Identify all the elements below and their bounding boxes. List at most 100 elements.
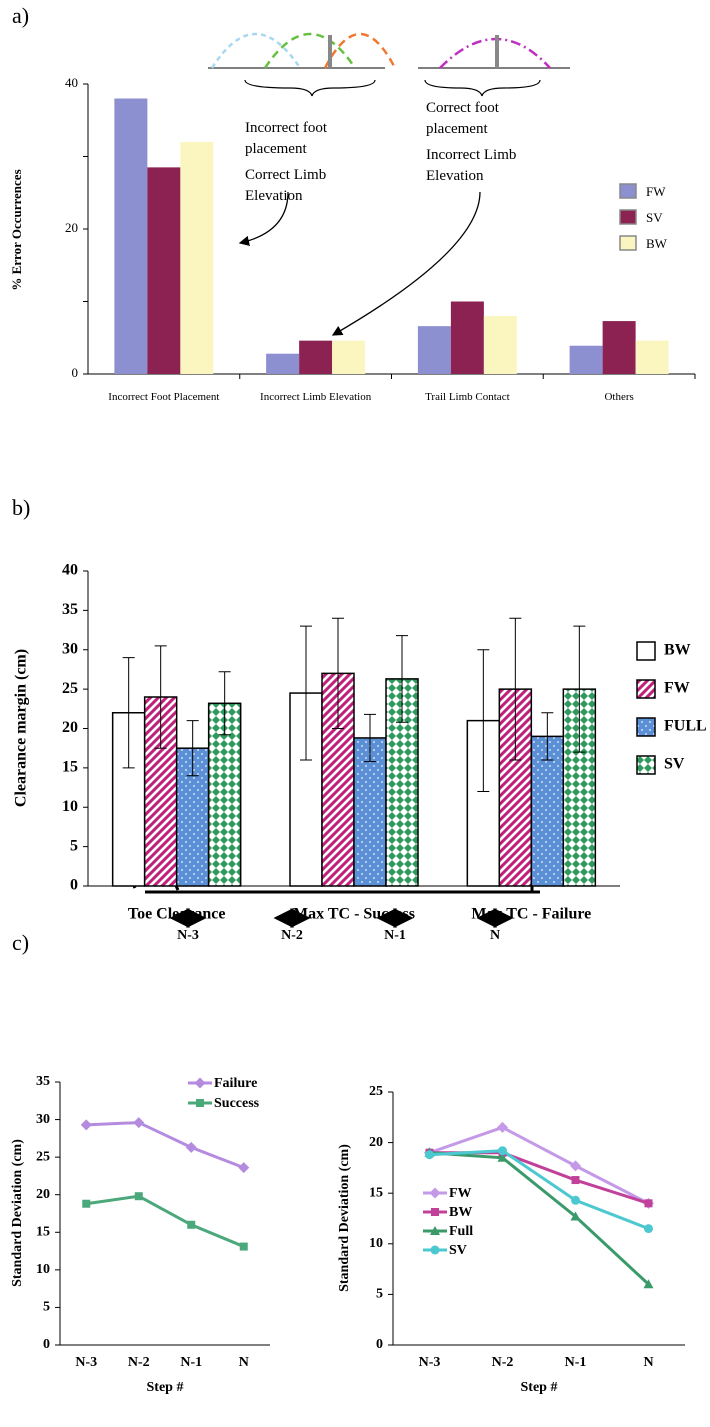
series-line [429, 1125, 650, 1205]
y-tick-label: 25 [369, 1084, 383, 1099]
bar [299, 340, 333, 374]
y-tick-label: 20 [369, 1135, 383, 1150]
error-bar [396, 635, 408, 723]
legend-label: BW [646, 236, 668, 251]
legend-marker [431, 1208, 439, 1216]
legend-label: SV [646, 210, 663, 225]
panel-label: a) [12, 3, 29, 28]
bar [635, 340, 669, 374]
point [643, 1279, 654, 1289]
error-bar [186, 720, 199, 777]
y-tick-label: 20 [65, 220, 78, 235]
legend-label: FW [646, 184, 666, 199]
y-axis-label: Standard Deviation (cm) [337, 1144, 352, 1292]
y-tick-label: 20 [36, 1187, 50, 1202]
legend-label: Full [449, 1224, 473, 1239]
point [80, 1119, 92, 1131]
x-tick-label: N-2 [128, 1355, 150, 1370]
bar [266, 353, 300, 374]
legend-label: FW [449, 1186, 472, 1201]
point [571, 1176, 580, 1185]
point [570, 1211, 581, 1221]
y-tick-label: 40 [65, 75, 78, 90]
annotation: Incorrect foot placement [245, 120, 328, 157]
y-tick-label: 35 [36, 1074, 50, 1089]
legend-swatch [636, 717, 656, 737]
step-label: N-3 [177, 928, 199, 943]
x-tick-label: N-3 [75, 1355, 97, 1370]
legend-swatch [619, 183, 637, 199]
legend-swatch [636, 755, 656, 775]
point [644, 1224, 653, 1234]
point [570, 1160, 581, 1172]
bar [450, 301, 484, 374]
x-tick-label: Others [604, 391, 634, 403]
point [82, 1199, 91, 1208]
y-tick-label: 20 [62, 719, 78, 736]
legend-label: SV [664, 756, 685, 773]
legend-label: Success [214, 1096, 260, 1111]
y-tick-label: 40 [62, 562, 78, 579]
y-tick-label: 5 [43, 1300, 50, 1315]
bar [114, 98, 148, 374]
legend-label: Failure [214, 1076, 257, 1091]
legend-marker [430, 1245, 440, 1255]
error-bar [573, 625, 586, 753]
x-tick-label: Incorrect Foot Placement [108, 391, 220, 403]
point [133, 1117, 145, 1129]
error-bar [509, 617, 522, 761]
panel-label: b) [12, 495, 30, 520]
annotation: Incorrect Limb Elevation [426, 147, 516, 184]
y-tick-label: 5 [376, 1287, 383, 1302]
error-bar [541, 712, 554, 761]
legend-label: SV [449, 1243, 467, 1258]
x-tick-label: Trail Limb Contact [425, 391, 510, 403]
step-label: N-1 [384, 928, 406, 943]
bar [602, 321, 636, 374]
point [498, 1146, 507, 1156]
x-tick-label: Incorrect Foot Placement [108, 391, 220, 403]
x-axis-label: Step # [147, 1380, 184, 1395]
annotation: Incorrect foot placement [245, 120, 328, 157]
y-tick-label: 25 [36, 1149, 50, 1164]
legend-label: BW [449, 1205, 472, 1220]
point [497, 1121, 508, 1133]
bar [417, 326, 451, 374]
legend-swatch [636, 679, 656, 699]
legend-swatch [619, 235, 637, 251]
x-tick-label: Incorrect Limb Elevation [260, 391, 372, 403]
bar [332, 340, 366, 374]
y-tick-label: 15 [369, 1185, 383, 1200]
legend-marker [196, 1099, 204, 1107]
x-tick-label: N [643, 1355, 653, 1370]
error-bar [218, 671, 231, 736]
x-tick-label: Others [604, 391, 634, 403]
annotation: Correct foot placement [426, 100, 499, 137]
bar [180, 142, 214, 374]
legend-label: BW [664, 642, 691, 659]
bar [530, 735, 565, 887]
legend-marker [194, 1077, 206, 1089]
series-line [86, 1121, 245, 1170]
bar [353, 737, 387, 887]
legend-label: FW [664, 680, 690, 697]
y-tick-label: 0 [376, 1337, 383, 1352]
point [134, 1192, 143, 1201]
error-bar [154, 645, 167, 749]
bar [483, 316, 517, 374]
error-bar [300, 625, 312, 761]
x-tick-label: Max TC - Failure [471, 906, 591, 923]
bar [569, 345, 603, 374]
y-axis-label: Standard Deviation (cm) [10, 1139, 25, 1287]
y-tick-label: 35 [62, 601, 78, 618]
x-tick-label: N [239, 1355, 249, 1370]
y-tick-label: 25 [62, 680, 78, 697]
x-axis-label: Step # [521, 1380, 558, 1395]
y-tick-label: 15 [62, 759, 78, 776]
error-bar [477, 649, 490, 792]
y-tick-label: 30 [62, 640, 78, 657]
annotation: Correct foot placement [426, 100, 499, 137]
panel-label: c) [12, 930, 29, 955]
error-bar [122, 657, 135, 769]
